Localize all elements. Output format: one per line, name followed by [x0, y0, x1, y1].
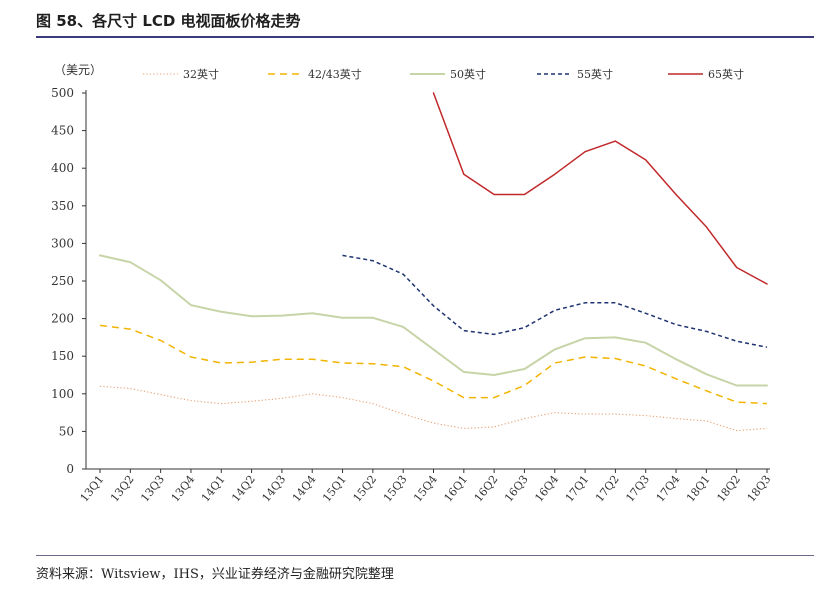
- x-tick-label: 17Q2: [593, 473, 622, 505]
- series-lines: [99, 92, 768, 432]
- x-tick-label: 15Q1: [320, 473, 349, 505]
- x-tick-label: 17Q1: [563, 473, 592, 505]
- source-note: 资料来源：Witsview，IHS，兴业证券经济与金融研究院整理: [36, 567, 394, 582]
- source-rule: [36, 555, 814, 556]
- price-line-chart: 32英寸 42/43英寸 50英寸 55英寸 65英寸 0 50 100 150 200 250 3…: [51, 67, 773, 504]
- legend-label-1: 32英寸: [183, 67, 219, 81]
- series-line-2: [99, 324, 768, 405]
- y-tick-label: 250: [51, 274, 74, 288]
- y-tick-label: 0: [66, 462, 74, 476]
- x-tick-label: 16Q4: [532, 473, 561, 505]
- y-tick-label: 500: [51, 86, 74, 100]
- x-tick-label: 15Q4: [411, 473, 440, 505]
- x-tick-label: 16Q3: [502, 473, 531, 505]
- x-tick-label: 17Q4: [654, 473, 683, 505]
- y-tick-label: 400: [51, 161, 74, 175]
- y-axis-unit-label: （美元）: [54, 63, 103, 77]
- title-rule: [36, 36, 814, 38]
- x-tick-label: 18Q2: [714, 473, 743, 505]
- x-tick-label: 18Q3: [745, 473, 774, 505]
- y-tick-label: 350: [51, 199, 74, 213]
- y-tick-label: 300: [51, 236, 74, 250]
- figure-title: 图 58、各尺寸 LCD 电视面板价格走势: [36, 12, 301, 30]
- x-tick-label: 14Q4: [290, 473, 319, 505]
- legend-label-3: 50英寸: [450, 67, 486, 81]
- series-line-5: [432, 92, 768, 285]
- x-tick-label: 14Q1: [199, 473, 228, 505]
- x-tick-label: 16Q2: [472, 473, 501, 505]
- series-line-4: [342, 254, 768, 348]
- x-tick-label: 13Q4: [169, 473, 198, 505]
- x-tick-label: 13Q3: [138, 473, 167, 505]
- legend-label-5: 65英寸: [708, 67, 744, 81]
- x-tick-label: 16Q1: [441, 473, 470, 505]
- legend-label-4: 55英寸: [577, 67, 613, 81]
- series-line-1: [99, 385, 768, 432]
- y-tick-label: 150: [51, 349, 74, 363]
- x-tick-label: 17Q3: [623, 473, 652, 505]
- x-tick-label: 18Q1: [684, 473, 713, 505]
- y-tick-label: 100: [51, 387, 74, 401]
- x-tick-label: 15Q3: [381, 473, 410, 505]
- x-tick-label: 14Q2: [229, 473, 258, 505]
- x-tick-label: 13Q1: [78, 473, 107, 505]
- legend-label-2: 42/43英寸: [308, 67, 362, 81]
- chart-legend: 32英寸 42/43英寸 50英寸 55英寸 65英寸: [143, 67, 744, 81]
- series-line-3: [99, 254, 768, 387]
- y-tick-label: 200: [51, 312, 74, 326]
- y-tick-label: 450: [51, 124, 74, 138]
- x-tick-label: 13Q2: [108, 473, 137, 505]
- x-tick-label: 14Q3: [260, 473, 289, 505]
- x-tick-label: 15Q2: [351, 473, 380, 505]
- y-tick-label: 50: [59, 424, 74, 438]
